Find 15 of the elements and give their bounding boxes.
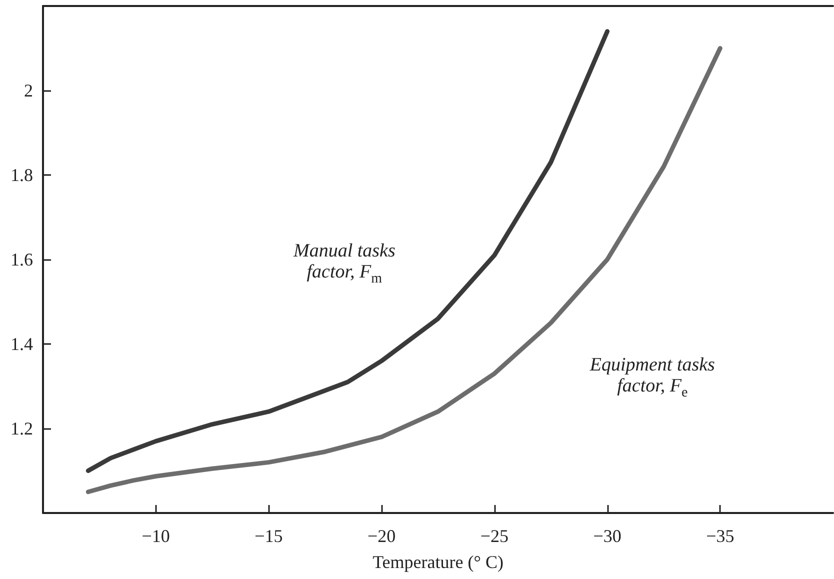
y-tick-label: 1.6: [10, 250, 33, 270]
x-tick-label: −35: [706, 526, 734, 546]
text: Equipment tasks factor, F$_{e}$: [590, 354, 715, 402]
text: Manual tasks factor, F$_{m}$: [293, 240, 396, 289]
y-tick-label: 1.4: [10, 334, 33, 354]
x-tick-label: −30: [593, 526, 622, 546]
y-tick-label: 2: [24, 80, 33, 100]
x-tick-label: −25: [480, 526, 509, 546]
x-tick-label: −15: [254, 526, 283, 546]
x-tick-label: −10: [142, 526, 170, 546]
y-tick-label: 1.2: [10, 418, 33, 438]
x-axis-title: Temperature (° C): [372, 552, 504, 572]
y-tick-label: 1.8: [10, 165, 33, 185]
line-series: [86, 46, 722, 494]
x-tick-label: −20: [367, 526, 396, 546]
